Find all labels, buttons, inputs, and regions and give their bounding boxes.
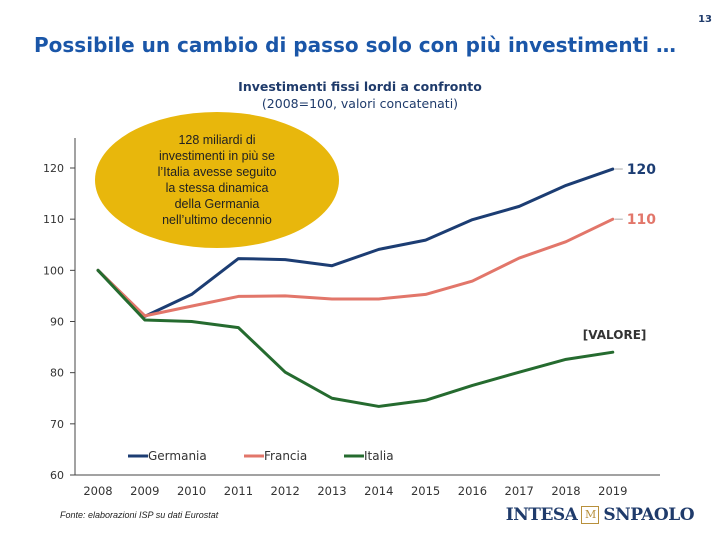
x-tick-label: 2014 — [364, 484, 393, 498]
x-tick-label: 2008 — [83, 484, 112, 498]
y-tick-label: 90 — [50, 316, 64, 329]
series-line-germania — [96, 167, 615, 318]
intesa-sanpaolo-logo: INTESA M SNPAOLO — [505, 505, 695, 525]
y-tick-label: 110 — [43, 213, 64, 226]
x-tick-label: 2010 — [177, 484, 206, 498]
x-tick-label: 2018 — [551, 484, 580, 498]
x-tick-label: 2013 — [317, 484, 346, 498]
logo-mark-icon: M — [581, 506, 600, 524]
chart-legend: Germania Francia Italia — [128, 449, 394, 463]
callout-text-line: investimenti in più se — [159, 149, 275, 163]
callout-text-line: 128 miliardi di — [178, 133, 255, 147]
slide-title: Possibile un cambio di passo solo con pi… — [34, 33, 676, 57]
y-tick-label: 120 — [43, 162, 64, 175]
y-tick-label: 80 — [50, 367, 64, 380]
series-line-italia — [96, 268, 615, 408]
source-note: Fonte: elaborazioni ISP su dati Eurostat — [60, 510, 219, 520]
end-label-italia: [VALORE] — [583, 328, 647, 342]
x-tick-label: 2011 — [224, 484, 253, 498]
legend-label-germania: Germania — [148, 449, 207, 463]
series-line-francia — [96, 217, 615, 318]
x-tick-label: 2012 — [271, 484, 300, 498]
callout-text-line: l’Italia avesse seguito — [158, 165, 277, 179]
chart-axes: 60 70 80 90 100 110 120 2008 2009 2010 2011 2012 201… — [43, 138, 660, 498]
x-tick-label: 2015 — [411, 484, 440, 498]
y-tick-label: 70 — [50, 418, 64, 431]
callout-ellipse — [95, 112, 339, 248]
callout-text-line: della Germania — [175, 197, 260, 211]
chart-subtitle: (2008=100, valori concatenati) — [261, 96, 459, 111]
page-number: 13 — [698, 14, 712, 25]
legend-label-italia: Italia — [364, 449, 394, 463]
y-tick-label: 60 — [50, 469, 64, 482]
chart-title: Investimenti fissi lordi a confronto — [238, 79, 482, 94]
end-label-francia: 110 — [627, 212, 656, 228]
end-label-germania: 120 — [627, 162, 656, 178]
x-tick-label: 2016 — [458, 484, 487, 498]
callout-bubble: 128 miliardi di investimenti in più se l’I… — [95, 112, 339, 248]
y-tick-label: 100 — [43, 264, 64, 277]
chart-end-labels: 120 110 [VALORE] — [583, 162, 656, 342]
callout-text-line: nell’ultimo decennio — [162, 213, 272, 227]
x-tick-label: 2009 — [130, 484, 159, 498]
chart-series — [96, 167, 615, 408]
logo-right-text: SNPAOLO — [603, 505, 694, 525]
callout-text-line: la stessa dinamica — [166, 181, 269, 195]
logo-left-text: INTESA — [505, 505, 578, 525]
x-tick-label: 2017 — [505, 484, 534, 498]
x-tick-label: 2019 — [598, 484, 627, 498]
legend-label-francia: Francia — [264, 449, 307, 463]
